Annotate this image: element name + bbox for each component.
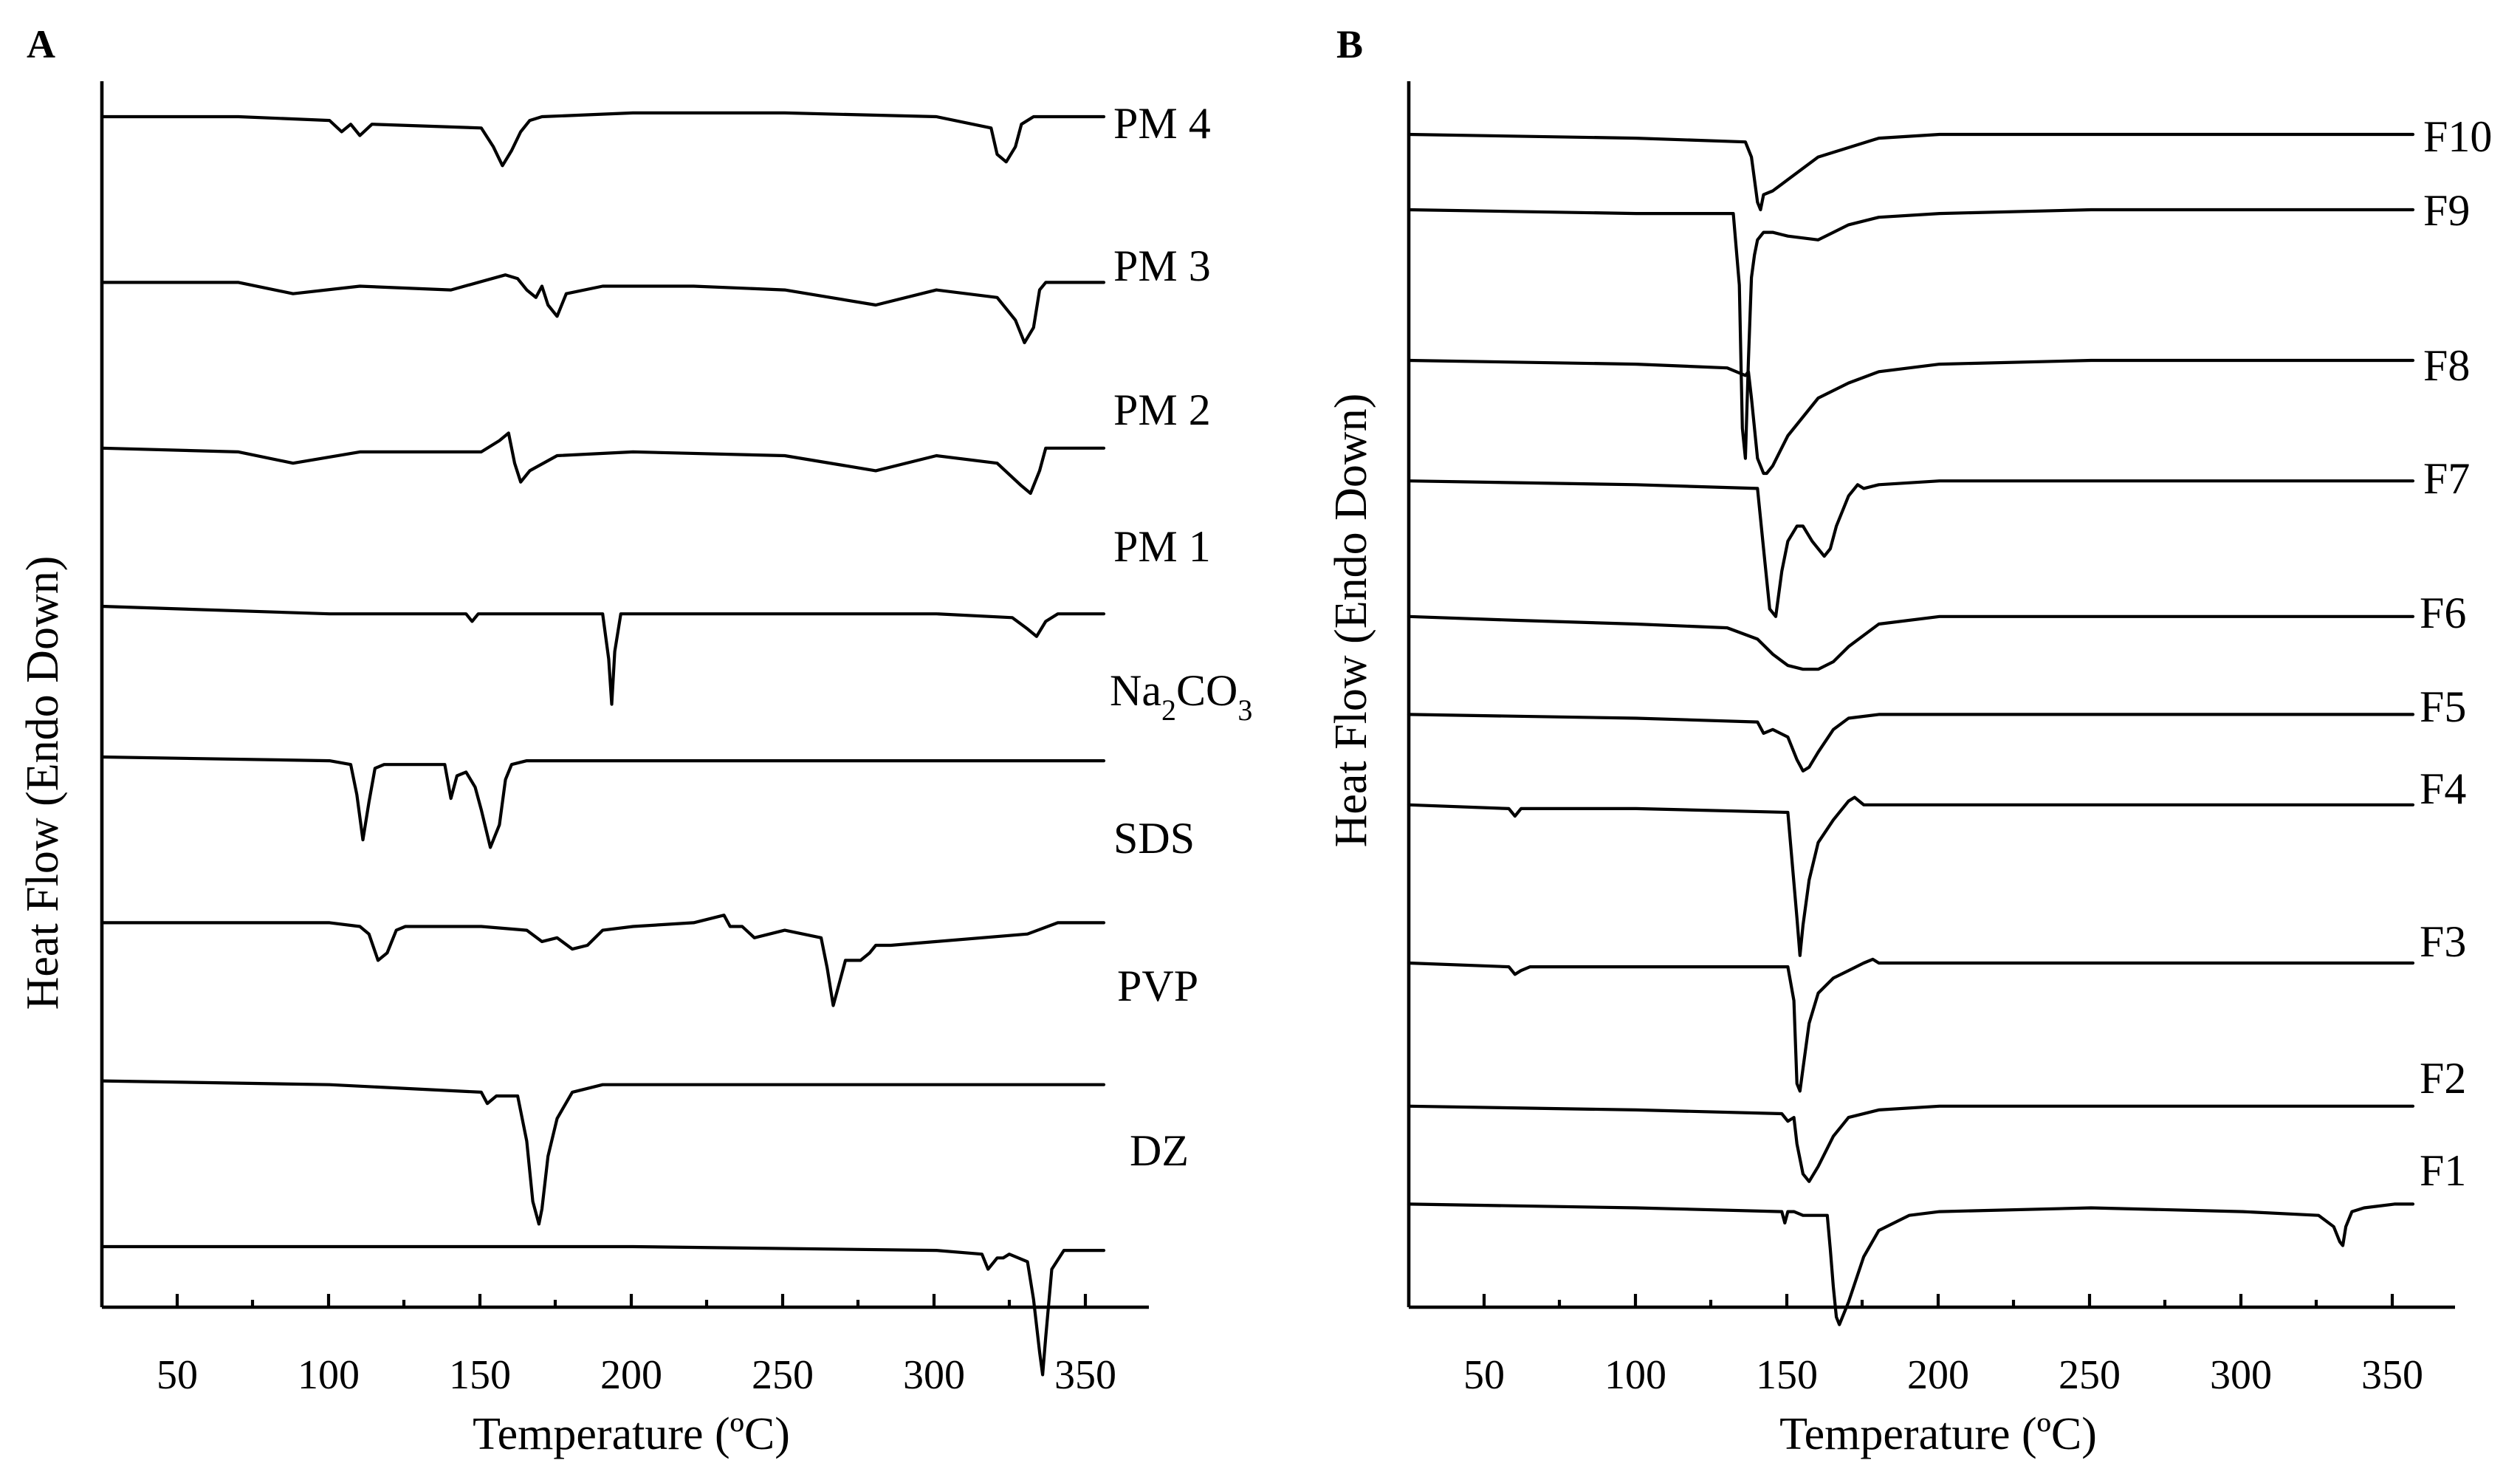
x-axis-title: Temperature (ºC) xyxy=(1779,1409,2097,1459)
x-tick-label: 300 xyxy=(2210,1352,2272,1398)
dsc-curve-naco xyxy=(100,755,1106,849)
x-tick-label: 150 xyxy=(449,1352,511,1398)
x-tick-label: 50 xyxy=(157,1352,198,1398)
x-tick-label: 100 xyxy=(1604,1352,1666,1398)
curve-label-dz: DZ xyxy=(1130,1126,1189,1175)
x-tick-label: 300 xyxy=(903,1352,965,1398)
dsc-curve-f7 xyxy=(1407,479,2415,618)
dsc-curve-pm3 xyxy=(100,273,1106,345)
panel-letter-a: A xyxy=(27,22,55,66)
dsc-curve-pm4 xyxy=(100,111,1106,168)
subscript-2: 2 xyxy=(1161,693,1176,727)
curve-label-f9: F9 xyxy=(2423,186,2470,235)
x-tick-label: 200 xyxy=(1907,1352,1969,1398)
x-tick-label: 100 xyxy=(298,1352,360,1398)
curve-label-f3: F3 xyxy=(2420,917,2466,966)
curve-label-pm2: PM 2 xyxy=(1113,386,1211,434)
curve-label-f6: F6 xyxy=(2420,589,2466,637)
panel-b: B 50 100 150 200 250 300 350 xyxy=(1326,22,2492,1459)
dsc-curve-dz xyxy=(100,1244,1106,1377)
curves-panel-a xyxy=(100,111,1106,1377)
y-axis-title: Heat Flow (Endo Down) xyxy=(1326,394,1376,848)
panel-a: A 50 100 150 200 250 300 350 xyxy=(18,22,1252,1459)
co-text: CO xyxy=(1176,666,1237,715)
dsc-curve-f9 xyxy=(1407,208,2415,460)
curve-label-f5: F5 xyxy=(2420,682,2466,731)
curve-label-f2: F2 xyxy=(2420,1054,2466,1103)
dsc-curve-f3 xyxy=(1407,957,2415,1093)
x-tick-labels: 50 100 150 200 250 300 350 xyxy=(1463,1352,2423,1398)
x-tick-label: 350 xyxy=(2361,1352,2423,1398)
x-tick-marks xyxy=(175,1294,1088,1307)
dsc-curve-sds xyxy=(100,914,1106,1007)
curve-label-f1: F1 xyxy=(2420,1146,2466,1195)
curve-labels-panel-b: F10 F9 F8 F7 F6 F5 F4 F3 F2 F1 xyxy=(2420,112,2492,1195)
dsc-curve-f6 xyxy=(1407,614,2415,671)
dsc-curve-pm1 xyxy=(100,604,1106,706)
curves-panel-b xyxy=(1407,132,2415,1326)
panel-letter-b: B xyxy=(1336,22,1363,66)
dsc-curve-f10 xyxy=(1407,132,2415,212)
x-tick-label: 350 xyxy=(1054,1352,1116,1398)
dsc-curve-f8 xyxy=(1407,358,2415,476)
x-axis-title: Temperature (ºC) xyxy=(473,1409,790,1459)
curve-label-na2co3: Na2CO3 xyxy=(1110,666,1252,727)
dsc-curve-f2 xyxy=(1407,1104,2415,1183)
curve-label-f4: F4 xyxy=(2420,764,2466,813)
y-axis-title: Heat Flow (Endo Down) xyxy=(18,556,68,1010)
curve-label-pm3: PM 3 xyxy=(1113,241,1211,290)
curve-labels-panel-a: PM 4 PM 3 PM 2 PM 1 Na2CO3 SDS PVP DZ xyxy=(1110,99,1252,1175)
x-tick-label: 250 xyxy=(2059,1352,2121,1398)
subscript-3: 3 xyxy=(1237,693,1252,727)
x-tick-label: 150 xyxy=(1756,1352,1818,1398)
curve-label-f7: F7 xyxy=(2423,454,2470,503)
curve-label-pm4: PM 4 xyxy=(1113,99,1211,148)
dsc-curve-f1 xyxy=(1407,1202,2415,1326)
curve-label-pm1: PM 1 xyxy=(1113,522,1211,571)
curve-label-f8: F8 xyxy=(2423,341,2470,390)
curve-label-sds: SDS xyxy=(1113,814,1195,863)
x-tick-label: 250 xyxy=(752,1352,814,1398)
dsc-curve-pm2 xyxy=(100,431,1106,496)
x-tick-marks xyxy=(1482,1294,2394,1307)
x-tick-labels: 50 100 150 200 250 300 350 xyxy=(157,1352,1116,1398)
x-tick-label: 200 xyxy=(600,1352,662,1398)
x-tick-label: 50 xyxy=(1463,1352,1505,1398)
na-text: Na xyxy=(1110,666,1161,715)
dsc-curve-f5 xyxy=(1407,713,2415,772)
dsc-curve-f4 xyxy=(1407,795,2415,957)
dsc-curve-pvp xyxy=(100,1079,1106,1226)
curve-label-pvp: PVP xyxy=(1117,962,1198,1010)
curve-label-f10: F10 xyxy=(2423,112,2492,161)
